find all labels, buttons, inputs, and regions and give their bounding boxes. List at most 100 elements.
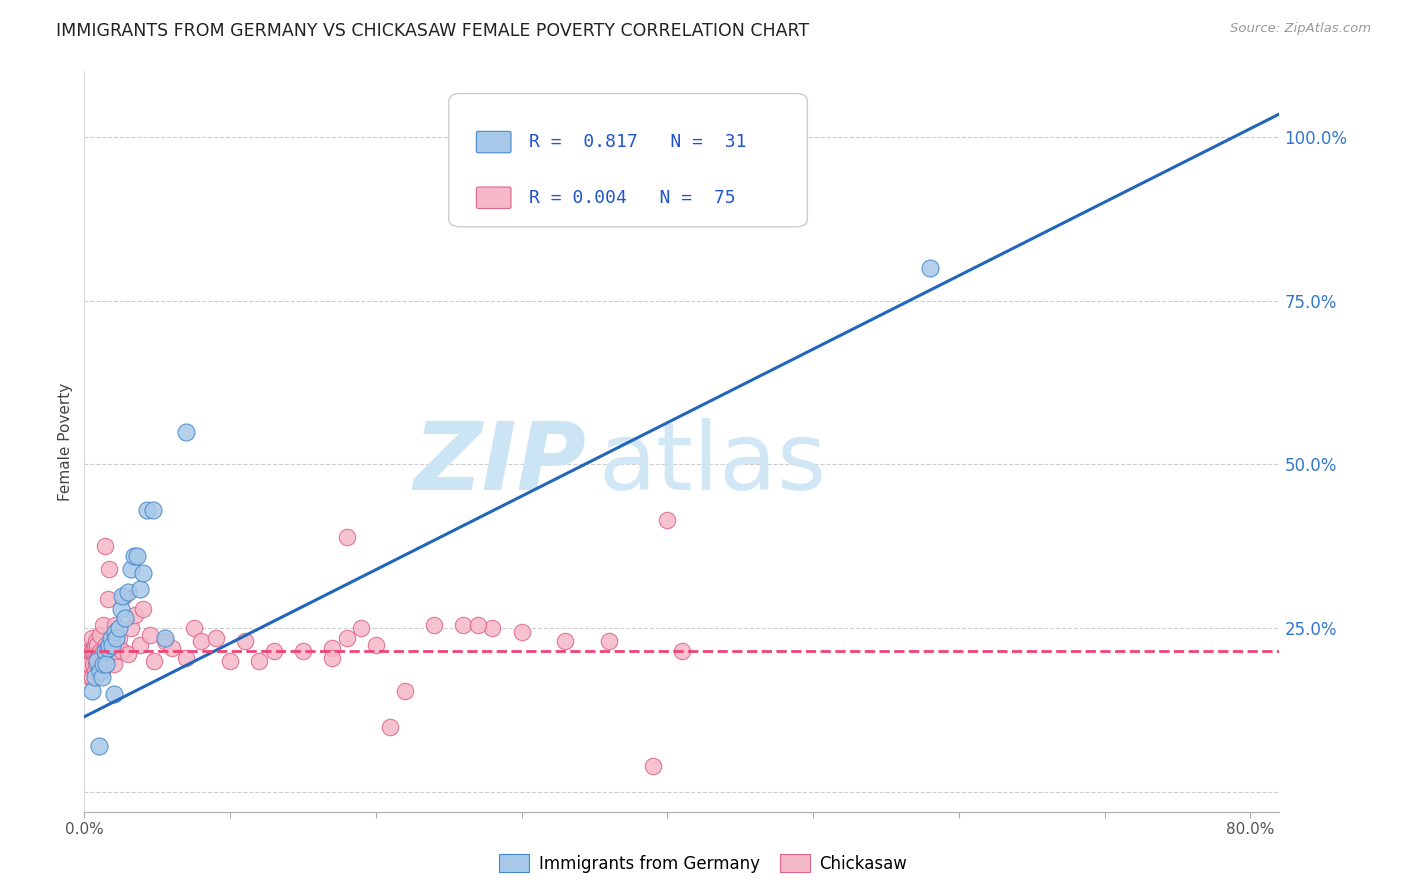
Point <box>554 634 576 648</box>
Point <box>80 644 103 658</box>
Point <box>82 657 104 672</box>
Point <box>101 631 124 645</box>
Point <box>94 540 117 554</box>
Point <box>80 670 103 684</box>
Point <box>111 589 134 603</box>
Point <box>86 638 108 652</box>
Point <box>336 530 359 544</box>
Point <box>105 631 128 645</box>
Point <box>100 631 122 645</box>
Point <box>153 631 176 645</box>
Point <box>657 513 679 527</box>
Point <box>83 664 105 678</box>
Point <box>83 638 105 652</box>
Point <box>80 631 103 645</box>
Point <box>96 657 118 672</box>
Point <box>350 621 373 635</box>
Point <box>96 650 118 665</box>
Point <box>247 654 270 668</box>
Point <box>94 644 117 658</box>
Point <box>918 260 941 275</box>
Point <box>641 759 664 773</box>
Point <box>364 638 387 652</box>
Point <box>98 638 121 652</box>
Point <box>105 644 128 658</box>
FancyBboxPatch shape <box>477 131 510 153</box>
Point <box>79 644 101 658</box>
Point <box>83 670 105 684</box>
Point <box>89 644 111 658</box>
Point <box>120 562 142 576</box>
Point <box>114 611 136 625</box>
Point <box>117 648 139 662</box>
Point <box>83 644 105 658</box>
Point <box>77 644 100 658</box>
Point <box>104 624 127 639</box>
Point <box>112 589 135 603</box>
Point <box>91 618 114 632</box>
Point <box>82 644 104 658</box>
Point <box>510 624 533 639</box>
Point <box>97 640 120 655</box>
Legend: Immigrants from Germany, Chickasaw: Immigrants from Germany, Chickasaw <box>492 847 914 880</box>
Point <box>79 670 101 684</box>
FancyBboxPatch shape <box>449 94 807 227</box>
Text: ZIP: ZIP <box>413 417 586 509</box>
Point <box>131 566 153 580</box>
Point <box>153 634 176 648</box>
Point <box>453 618 475 632</box>
Point <box>103 657 125 672</box>
Point <box>108 621 131 635</box>
Point <box>160 640 183 655</box>
Point <box>89 664 111 678</box>
Point <box>91 657 114 672</box>
Text: R = 0.004   N =  75: R = 0.004 N = 75 <box>529 189 735 207</box>
Point <box>190 634 212 648</box>
Point <box>467 618 489 632</box>
Point <box>120 621 142 635</box>
Point <box>96 638 118 652</box>
Point <box>110 601 132 615</box>
Point <box>291 644 314 658</box>
Text: Source: ZipAtlas.com: Source: ZipAtlas.com <box>1230 22 1371 36</box>
Point <box>89 628 111 642</box>
Point <box>86 650 108 665</box>
Point <box>128 582 150 596</box>
Point <box>98 562 121 576</box>
Point <box>86 654 108 668</box>
Point <box>75 654 97 668</box>
Point <box>128 638 150 652</box>
Point <box>90 670 112 684</box>
Point <box>598 634 620 648</box>
Point <box>136 503 159 517</box>
Point <box>100 644 122 658</box>
Text: IMMIGRANTS FROM GERMANY VS CHICKASAW FEMALE POVERTY CORRELATION CHART: IMMIGRANTS FROM GERMANY VS CHICKASAW FEM… <box>56 22 810 40</box>
Point <box>87 648 110 662</box>
Point <box>97 591 120 606</box>
Point <box>76 657 98 672</box>
Point <box>176 425 198 439</box>
Point <box>423 618 446 632</box>
FancyBboxPatch shape <box>477 187 510 209</box>
Point <box>142 503 165 517</box>
Point <box>104 618 127 632</box>
Point <box>139 628 162 642</box>
Text: atlas: atlas <box>599 417 827 509</box>
Point <box>380 720 402 734</box>
Point <box>91 644 114 658</box>
Point <box>219 654 242 668</box>
Text: R =  0.817   N =  31: R = 0.817 N = 31 <box>529 134 747 152</box>
Point <box>131 601 153 615</box>
Point <box>90 654 112 668</box>
Point <box>122 549 145 564</box>
Point <box>204 631 226 645</box>
Point <box>143 654 166 668</box>
Point <box>321 640 343 655</box>
Point <box>111 644 134 658</box>
Point <box>80 683 103 698</box>
Point <box>84 657 107 672</box>
Point <box>183 621 205 635</box>
Point <box>176 650 198 665</box>
Point <box>90 664 112 678</box>
Point <box>103 687 125 701</box>
